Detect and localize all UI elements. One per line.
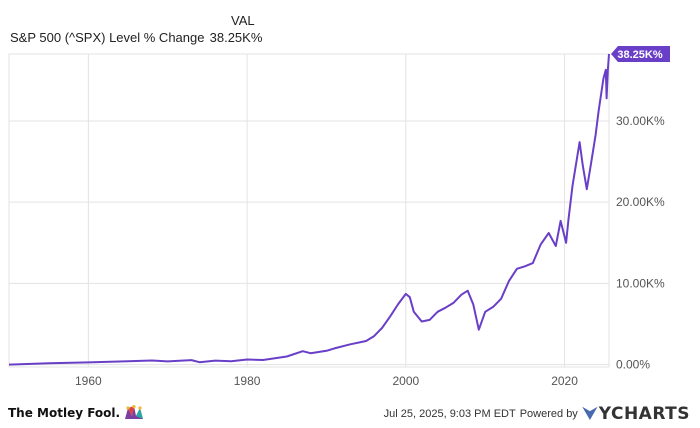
x-tick-label: 2020: [551, 374, 578, 388]
last-value-badge: [611, 46, 670, 62]
tick-layer: 1960 1980 2000 2020 0.00% 10.00K% 20.00K% 30.00…: [75, 114, 665, 388]
footer-attribution: Jul 25, 2025, 9:03 PM EDT Powered by ⮟ Y…: [384, 404, 690, 424]
y-tick-label: 20.00K%: [616, 195, 665, 209]
line-layer: [8, 53, 610, 366]
plot-frame: [8, 53, 610, 368]
x-tick-label: 1960: [75, 374, 102, 388]
y-tick-label: 10.00K%: [616, 276, 665, 290]
motley-fool-logo: The Motley Fool.: [8, 402, 144, 424]
ycharts-logo: ⮟ YCHARTS: [583, 404, 690, 424]
header-column-label: VAL: [231, 13, 255, 28]
timestamp: Jul 25, 2025, 9:03 PM EDT: [383, 408, 516, 420]
powered-by-label: Powered by: [519, 408, 578, 420]
y-tick-label: 30.00K%: [616, 114, 665, 128]
last-value-label: 38.25K%: [617, 49, 662, 61]
y-tick-label: 0.00%: [616, 358, 650, 372]
series-value: 38.25K%: [209, 30, 263, 45]
brand-name: The Motley Fool.: [8, 406, 121, 420]
jester-hat-icon: [125, 405, 144, 419]
ycharts-brand: YCHARTS: [598, 404, 690, 424]
x-tick-label: 2000: [392, 374, 419, 388]
series-line: [8, 53, 610, 366]
ycharts-y-icon: ⮟: [582, 404, 598, 424]
x-tick-label: 1980: [234, 374, 261, 388]
grid-layer: [8, 53, 610, 368]
series-label: S&P 500 (^SPX) Level % Change: [10, 30, 205, 45]
last-value-badge-group: 38.25K%: [611, 46, 670, 62]
header-series-row: S&P 500 (^SPX) Level % Change 38.25K%: [10, 30, 262, 45]
